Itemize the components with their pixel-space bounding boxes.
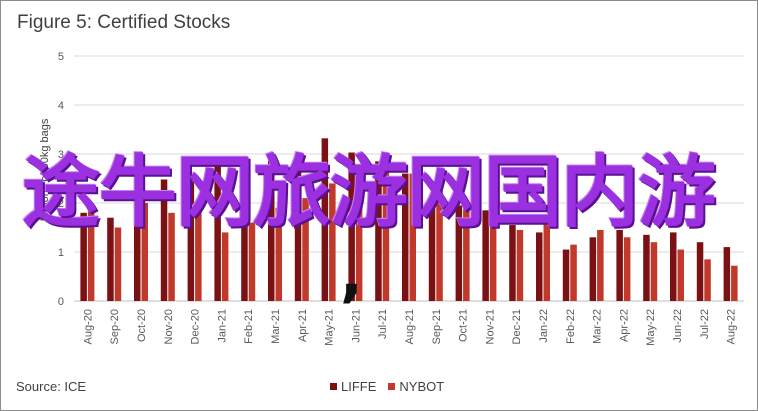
bar-liffe bbox=[589, 237, 597, 301]
bar-nybot bbox=[221, 232, 229, 301]
bar-nybot bbox=[570, 244, 577, 301]
bar-nybot bbox=[623, 237, 631, 301]
bar-liffe bbox=[723, 247, 731, 301]
legend-item-liffe: LIFFE bbox=[330, 379, 376, 394]
y-tick-label: 5 bbox=[58, 51, 64, 63]
bar-liffe bbox=[670, 232, 677, 301]
bar-nybot bbox=[543, 222, 550, 301]
bar-liffe bbox=[160, 179, 168, 301]
x-tick-label: Aug-20 bbox=[82, 309, 94, 344]
bar-liffe bbox=[294, 152, 302, 301]
bar-liffe bbox=[616, 229, 623, 301]
x-axis-ticks: Aug-20 Sep-20 Oct-20 Nov-20 Dec-20 Jan-21 Feb-… bbox=[82, 309, 737, 346]
legend-swatch-liffe bbox=[330, 383, 337, 390]
bar-nybot bbox=[168, 212, 175, 301]
chart-title: Figure 5: Certified Stocks bbox=[17, 12, 231, 33]
x-tick-label: Aug-22 bbox=[726, 309, 738, 344]
legend-label-nybot: NYBOT bbox=[399, 379, 445, 394]
legend-label-liffe: LIFFE bbox=[341, 379, 377, 394]
bar-liffe bbox=[348, 152, 355, 301]
x-tick-label: Oct-21 bbox=[458, 309, 470, 342]
x-tick-label: Feb-21 bbox=[243, 309, 255, 344]
bars bbox=[80, 138, 738, 301]
x-tick-label: Dec-20 bbox=[190, 309, 202, 344]
bar-nybot bbox=[677, 249, 684, 301]
x-tick-label: Jun-21 bbox=[350, 309, 362, 343]
bar-liffe bbox=[214, 164, 221, 301]
x-tick-label: Nov-20 bbox=[163, 309, 175, 344]
bar-nybot bbox=[329, 183, 336, 301]
bar-liffe bbox=[562, 249, 570, 301]
source-note: Source: ICE bbox=[16, 379, 87, 394]
x-tick-label: Oct-20 bbox=[136, 309, 148, 342]
gridlines bbox=[74, 55, 744, 302]
bar-nybot bbox=[275, 207, 282, 301]
watermark-overlay-comma: , bbox=[340, 240, 363, 310]
bar-liffe bbox=[321, 138, 329, 301]
bar-liffe bbox=[509, 225, 516, 301]
bar-nybot bbox=[704, 259, 711, 301]
bar-nybot bbox=[436, 177, 443, 301]
bar-liffe bbox=[696, 242, 704, 301]
bar-liffe bbox=[107, 217, 114, 301]
y-axis-label: Millions of 60kg bags bbox=[39, 118, 51, 221]
bar-nybot bbox=[409, 173, 416, 301]
bar-nybot bbox=[114, 227, 122, 301]
bar-nybot bbox=[195, 207, 202, 301]
y-tick-label: 4 bbox=[58, 100, 64, 112]
x-tick-label: Jul-21 bbox=[377, 309, 389, 339]
x-tick-label: Jan-22 bbox=[538, 309, 550, 343]
x-tick-label: Jul-22 bbox=[699, 309, 711, 339]
y-tick-label: 2 bbox=[58, 198, 64, 210]
bar-liffe bbox=[80, 212, 87, 301]
x-tick-label: Aug-21 bbox=[404, 309, 416, 344]
bar-liffe bbox=[643, 234, 650, 301]
bar-nybot bbox=[489, 222, 497, 301]
bar-liffe bbox=[268, 154, 275, 301]
bar-nybot bbox=[302, 198, 309, 301]
x-tick-label: Sep-20 bbox=[109, 309, 121, 344]
x-tick-label: Sep-21 bbox=[431, 309, 443, 344]
x-tick-label: Jun-22 bbox=[672, 309, 684, 343]
bar-nybot bbox=[597, 229, 604, 301]
bar-liffe bbox=[536, 232, 543, 301]
legend-item-nybot: NYBOT bbox=[388, 379, 444, 394]
bar-nybot bbox=[463, 203, 470, 301]
watermark-overlay-text: 途牛网旅游网国内游 bbox=[22, 148, 716, 238]
bar-liffe bbox=[402, 173, 409, 301]
bar-liffe bbox=[187, 172, 195, 301]
x-tick-label: Mar-21 bbox=[270, 309, 282, 344]
x-tick-label: May-21 bbox=[324, 309, 336, 346]
bar-liffe bbox=[241, 161, 248, 301]
bar-nybot bbox=[382, 171, 390, 301]
bar-liffe bbox=[134, 200, 141, 301]
bar-liffe bbox=[482, 210, 489, 301]
x-tick-label: Mar-22 bbox=[592, 309, 604, 344]
bar-nybot bbox=[248, 222, 256, 301]
bar-nybot bbox=[650, 242, 658, 301]
y-tick-label: 3 bbox=[58, 149, 64, 161]
x-tick-label: Apr-22 bbox=[618, 309, 630, 342]
bar-nybot bbox=[516, 229, 524, 301]
bar-nybot bbox=[355, 171, 363, 301]
bar-liffe bbox=[375, 161, 382, 301]
y-tick-label: 1 bbox=[58, 247, 64, 259]
x-tick-label: May-22 bbox=[645, 309, 657, 346]
bar-nybot bbox=[87, 207, 95, 301]
legend: LIFFE NYBOT bbox=[330, 379, 444, 394]
x-tick-label: Nov-21 bbox=[484, 309, 496, 344]
bar-liffe bbox=[428, 195, 436, 301]
x-tick-label: Feb-22 bbox=[565, 309, 577, 344]
bar-nybot bbox=[731, 265, 738, 301]
bar-liffe bbox=[455, 205, 463, 301]
x-tick-label: Jan-21 bbox=[216, 309, 228, 343]
bar-nybot bbox=[141, 203, 148, 301]
legend-swatch-nybot bbox=[388, 383, 396, 390]
x-tick-label: Apr-21 bbox=[297, 309, 309, 342]
x-tick-label: Dec-21 bbox=[511, 309, 523, 344]
y-axis-ticks: 0 1 2 3 4 5 bbox=[58, 51, 64, 308]
y-tick-label: 0 bbox=[58, 296, 64, 308]
